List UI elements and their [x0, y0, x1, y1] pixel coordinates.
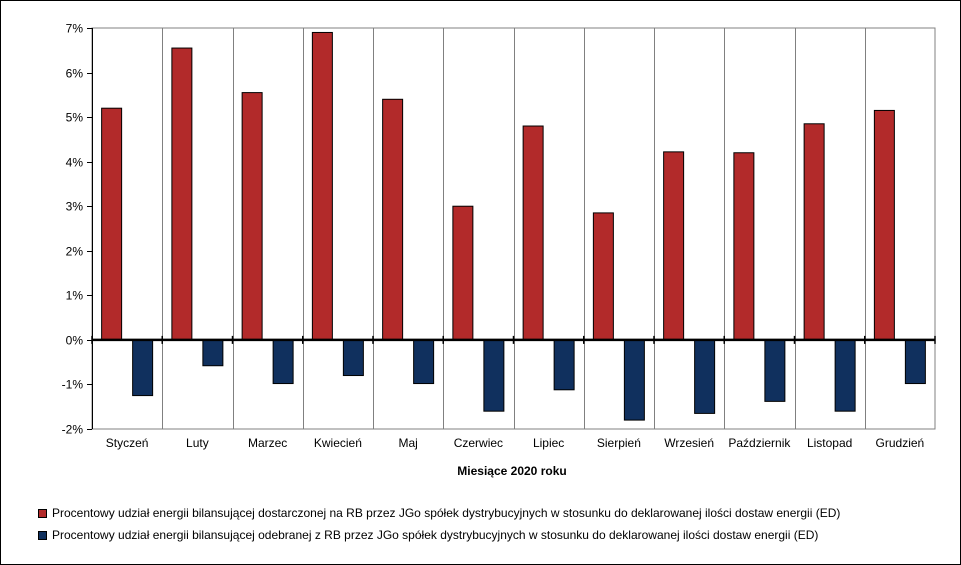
- bar-received: [623, 339, 645, 421]
- x-tick-label: Listopad: [807, 436, 852, 450]
- x-tick-label: Kwiecień: [314, 436, 362, 450]
- x-axis-title: Miesiące 2020 roku: [457, 464, 566, 478]
- bar-delivered: [592, 212, 614, 341]
- y-tick-label: 0%: [66, 334, 84, 348]
- x-tick-label: Październik: [728, 436, 791, 450]
- bar-delivered: [452, 205, 474, 341]
- y-tick-label: -2%: [62, 423, 84, 437]
- bar-delivered: [311, 31, 333, 341]
- bar-delivered: [663, 151, 685, 341]
- x-tick-label: Luty: [186, 436, 209, 450]
- bar-received: [483, 339, 505, 412]
- legend-label-delivered: Procentowy udział energii bilansującej d…: [52, 506, 841, 520]
- legend-item-received: Procentowy udział energii bilansującej o…: [38, 524, 938, 546]
- bar-delivered: [171, 47, 193, 341]
- bar-received: [904, 339, 926, 385]
- x-tick-label: Lipiec: [533, 436, 564, 450]
- x-tick-label: Maj: [398, 436, 417, 450]
- bar-received: [694, 339, 716, 414]
- bar-delivered: [873, 109, 895, 341]
- x-tick-label: Marzec: [248, 436, 287, 450]
- bar-received: [413, 339, 435, 385]
- bar-delivered: [522, 125, 544, 341]
- bar-delivered: [803, 123, 825, 341]
- bar-received: [202, 339, 224, 367]
- bar-delivered: [241, 92, 263, 341]
- y-tick-label: 5%: [66, 111, 84, 125]
- bar-received: [132, 339, 154, 397]
- y-tick-label: 6%: [66, 67, 84, 81]
- y-tick-label: 4%: [66, 156, 84, 170]
- axis-layer: [87, 28, 936, 430]
- legend-label-received: Procentowy udział energii bilansującej o…: [52, 528, 819, 542]
- y-tick-label: -1%: [62, 378, 84, 392]
- x-tick-label: Styczeń: [106, 436, 149, 450]
- bar-delivered: [101, 107, 123, 341]
- x-tick-label: Sierpień: [597, 436, 641, 450]
- bar-received: [764, 339, 786, 402]
- bars-layer: [101, 31, 926, 421]
- bar-received: [553, 339, 575, 391]
- y-tick-label: 7%: [66, 22, 84, 36]
- y-tick-label: 1%: [66, 289, 84, 303]
- x-tick-label: Czerwiec: [454, 436, 503, 450]
- bar-received: [272, 339, 294, 385]
- y-tick-label: 2%: [66, 245, 84, 259]
- legend: Procentowy udział energii bilansującej d…: [38, 502, 938, 546]
- bar-delivered: [733, 152, 755, 341]
- legend-swatch-received: [38, 530, 47, 540]
- legend-item-delivered: Procentowy udział energii bilansującej d…: [38, 502, 938, 524]
- y-tick-label: 3%: [66, 200, 84, 214]
- x-tick-label: Wrzesień: [664, 436, 714, 450]
- x-tick-label: Grudzień: [876, 436, 925, 450]
- bar-delivered: [382, 98, 404, 341]
- bar-received: [342, 339, 364, 377]
- labels-layer: 7% 6% 5% 4% 3% 2% 1% 0% -1% -2% Styczeń Luty Marzec K…: [62, 22, 925, 451]
- legend-swatch-delivered: [38, 508, 47, 518]
- bar-received: [834, 339, 856, 412]
